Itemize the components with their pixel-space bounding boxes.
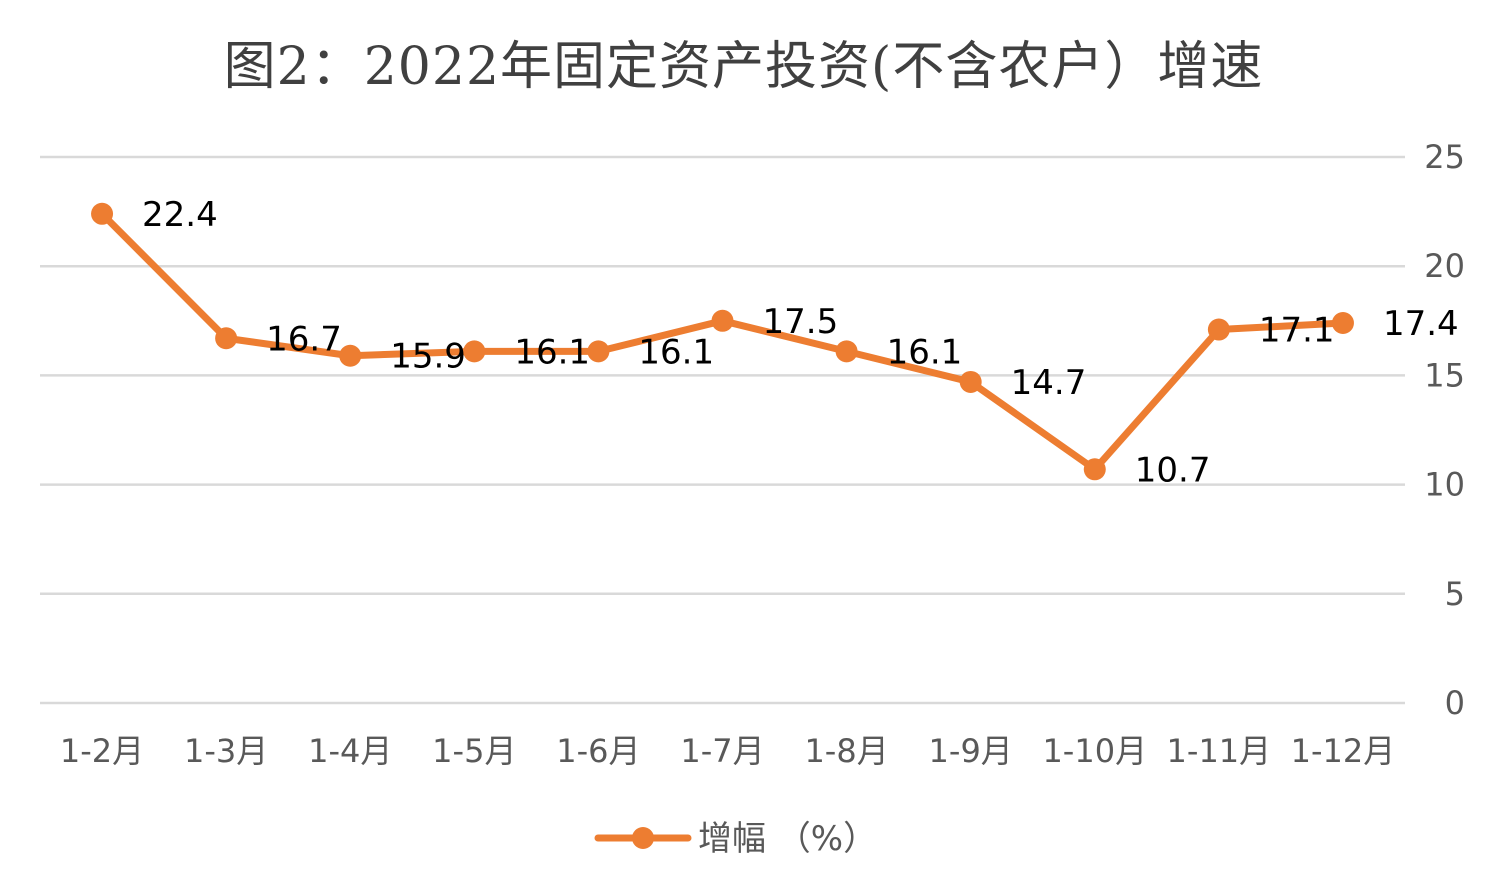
data-point — [959, 370, 982, 393]
data-point — [587, 340, 610, 363]
data-point — [91, 202, 114, 225]
x-tick-label: 1-2月 — [60, 732, 144, 770]
y-tick-label: 15 — [1424, 356, 1465, 394]
x-tick-label: 1-8月 — [804, 732, 888, 770]
x-tick-label: 1-3月 — [184, 732, 268, 770]
chart-title: 图2：2022年固定资产投资(不含农户）增速 — [223, 37, 1264, 97]
y-tick-label: 25 — [1424, 138, 1465, 176]
data-point — [1083, 458, 1106, 481]
x-tick-label: 1-11月 — [1167, 732, 1272, 770]
data-label: 16.1 — [638, 332, 714, 372]
data-label: 17.5 — [763, 302, 839, 342]
data-point — [463, 340, 486, 363]
data-point — [215, 327, 238, 350]
data-point — [1207, 318, 1230, 341]
data-point — [339, 344, 362, 367]
data-label: 17.1 — [1259, 311, 1335, 351]
gridlines — [40, 155, 1405, 705]
data-label: 22.4 — [142, 195, 218, 235]
y-tick-label: 0 — [1445, 684, 1465, 722]
legend-label: 增幅 （%） — [698, 819, 877, 859]
data-labels: 22.4 16.7 15.9 16.1 16.1 17.5 16.1 14.7 10.7 17.1… — [142, 195, 1459, 491]
y-axis: 0 5 10 15 20 25 — [1424, 138, 1465, 722]
data-label: 16.1 — [514, 332, 590, 372]
x-tick-label: 1-5月 — [432, 732, 516, 770]
x-tick-label: 1-10月 — [1042, 732, 1147, 770]
data-label: 14.7 — [1011, 363, 1087, 403]
data-label: 16.7 — [266, 319, 342, 359]
data-point — [711, 309, 734, 332]
data-point — [1331, 311, 1354, 334]
x-tick-label: 1-7月 — [680, 732, 764, 770]
data-point — [835, 340, 858, 363]
legend: 增幅 （%） — [594, 819, 877, 859]
x-tick-label: 1-6月 — [556, 732, 640, 770]
legend-marker — [632, 827, 654, 849]
x-tick-label: 1-4月 — [308, 732, 392, 770]
data-label: 16.1 — [887, 332, 963, 372]
data-label: 10.7 — [1135, 450, 1211, 490]
series-group — [91, 202, 1354, 481]
x-axis: 1-2月 1-3月 1-4月 1-5月 1-6月 1-7月 1-8月 1-9月 1-10月 1-1… — [60, 732, 1395, 770]
data-label: 15.9 — [390, 337, 466, 377]
x-tick-label: 1-12月 — [1291, 732, 1396, 770]
y-tick-label: 5 — [1445, 575, 1465, 613]
x-tick-label: 1-9月 — [929, 732, 1013, 770]
y-tick-label: 10 — [1424, 466, 1465, 504]
data-label: 17.4 — [1383, 304, 1459, 344]
y-tick-label: 20 — [1424, 247, 1465, 285]
